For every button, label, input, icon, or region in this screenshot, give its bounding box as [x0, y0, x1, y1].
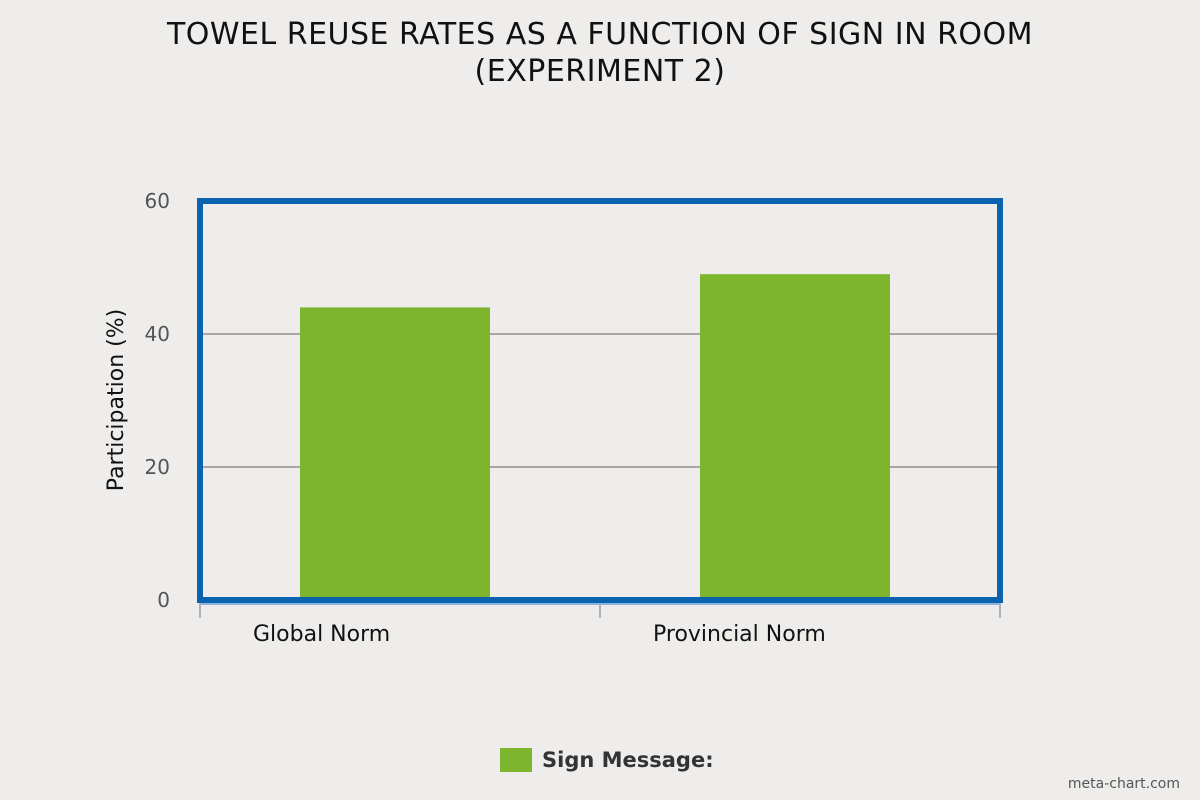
title-line: TOWEL REUSE RATES AS A FUNCTION OF SIGN … [166, 17, 1034, 52]
legend-label: Sign Message: [542, 748, 714, 772]
y-tick-label: 20 [145, 455, 170, 479]
y-tick-label: 60 [145, 189, 170, 213]
chart-title: TOWEL REUSE RATES AS A FUNCTION OF SIGN … [0, 16, 1200, 90]
x-tick-label: Global Norm [253, 622, 390, 647]
y-tick-label: 0 [157, 588, 170, 612]
plot-frame [197, 198, 1003, 603]
x-tick-label: Provincial Norm [653, 622, 826, 647]
watermark: meta-chart.com [1067, 776, 1180, 792]
legend: Sign Message: [500, 748, 714, 772]
legend-swatch [500, 748, 532, 772]
bar [300, 307, 490, 600]
subtitle-line: (EXPERIMENT 2) [474, 54, 726, 89]
y-tick-label: 40 [145, 322, 170, 346]
y-axis-label: Participation (%) [104, 309, 129, 491]
bar [700, 274, 890, 600]
